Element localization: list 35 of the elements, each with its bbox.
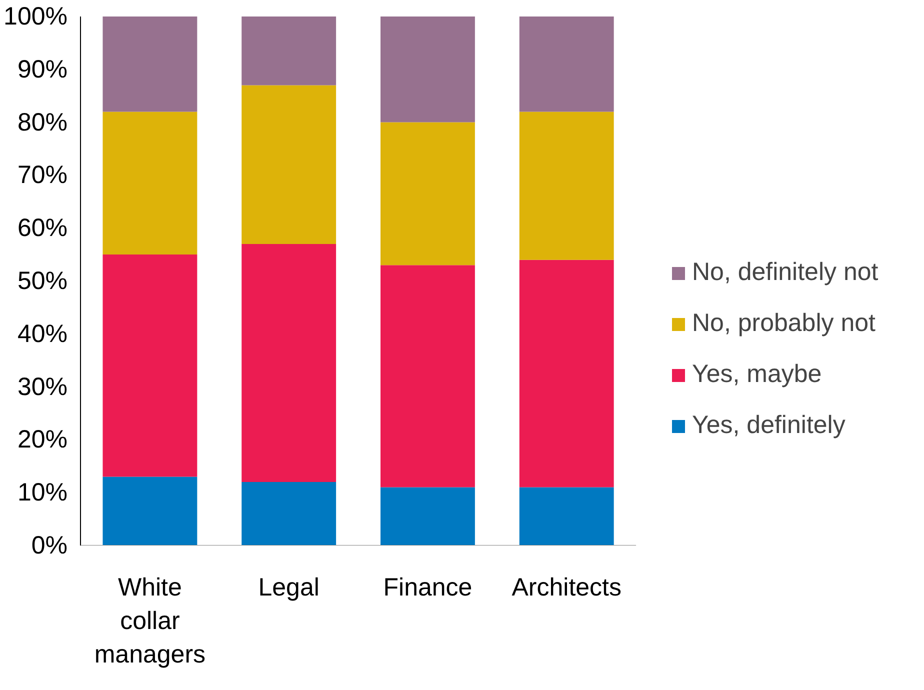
y-tick-label: 40% — [17, 320, 68, 348]
y-tick-label: 10% — [17, 478, 68, 507]
x-tick-label: White collar managers — [94, 574, 206, 669]
y-tick-label: 20% — [17, 426, 68, 454]
x-tick-label: Finance — [383, 574, 472, 602]
legend-label: No, probably not — [692, 309, 876, 338]
y-tick-label: 30% — [17, 372, 68, 401]
bar — [380, 16, 475, 122]
bar — [102, 476, 198, 546]
x-tick-label: Legal — [258, 574, 320, 602]
bar — [242, 482, 336, 546]
bar — [102, 112, 198, 255]
x-tick-label: Architects — [512, 574, 622, 602]
y-tick-label: 80% — [17, 108, 68, 136]
bar — [242, 85, 336, 244]
bar — [102, 254, 198, 477]
bar — [242, 244, 336, 482]
bar — [519, 260, 614, 488]
bar — [380, 122, 475, 266]
bar — [102, 16, 198, 112]
legend-label: No, definitely not — [692, 258, 878, 287]
bar — [519, 487, 614, 546]
legend-label: Yes, maybe — [692, 360, 822, 389]
y-tick-label: 70% — [17, 161, 68, 190]
bar — [519, 112, 614, 260]
bar — [242, 16, 336, 86]
bar — [519, 16, 614, 112]
legend-label: Yes, definitely — [692, 411, 846, 440]
y-tick-label: 60% — [17, 214, 68, 242]
bar — [380, 487, 475, 546]
y-tick-label: 0% — [31, 532, 68, 560]
bar — [380, 265, 475, 488]
y-tick-label: 50% — [17, 267, 68, 295]
y-tick-label: 90% — [17, 55, 68, 84]
y-tick-label: 100% — [4, 2, 68, 30]
